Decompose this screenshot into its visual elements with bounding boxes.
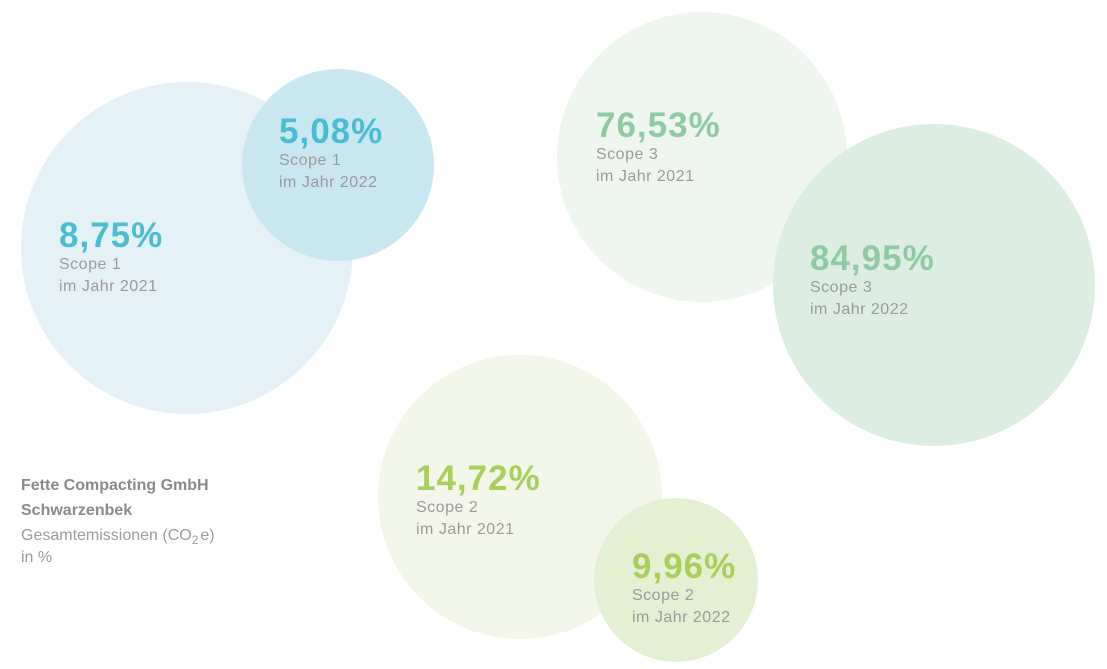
bubble [378, 355, 662, 639]
bubble-value: 9,96% [632, 547, 736, 586]
bubble-year: im Jahr 2021 [59, 278, 158, 295]
unit: in % [21, 549, 52, 566]
bubble [773, 124, 1095, 446]
company: Fette Compacting GmbH [21, 477, 209, 494]
bubble-year: im Jahr 2022 [810, 301, 909, 318]
bubble-scope: Scope 1 [279, 152, 341, 169]
bubble-year: im Jahr 2021 [416, 521, 515, 538]
bubble [557, 12, 847, 302]
bubble-scope: Scope 1 [59, 256, 121, 273]
metric-text: Gesamtemissionen (CO [21, 527, 192, 544]
metric-end: e) [200, 527, 214, 544]
bubble-scope: Scope 3 [810, 279, 872, 296]
bubble-value: 8,75% [59, 216, 163, 255]
bubble-year: im Jahr 2022 [279, 174, 378, 191]
bubble-value: 76,53% [596, 106, 721, 145]
location: Schwarzenbek [21, 502, 132, 519]
bubble [242, 69, 434, 261]
bubble [594, 498, 758, 662]
bubble-year: im Jahr 2022 [632, 609, 731, 626]
bubble-scope: Scope 2 [632, 587, 694, 604]
metric: Gesamtemissionen (CO2 e) [21, 527, 215, 547]
bubble-value: 84,95% [810, 239, 935, 278]
bubble-value: 14,72% [416, 459, 541, 498]
bubble-value: 5,08% [279, 112, 383, 151]
subscript: 2 [192, 533, 199, 547]
bubble-scope: Scope 2 [416, 499, 478, 516]
bubble-scope: Scope 3 [596, 146, 658, 163]
bubble-year: im Jahr 2021 [596, 168, 695, 185]
